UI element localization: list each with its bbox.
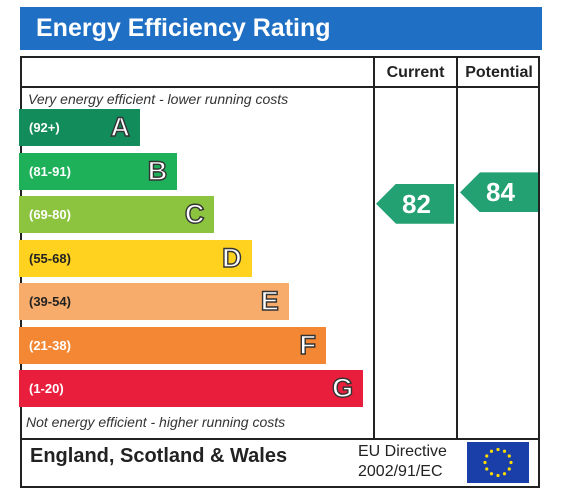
band-letter-label: D xyxy=(221,242,242,273)
column-current-header: Current xyxy=(386,64,445,81)
footer-divider xyxy=(20,438,540,440)
band-range-label: (39-54) xyxy=(29,294,71,309)
bottom-caption: Not energy efficient - higher running co… xyxy=(26,414,286,430)
band-e: (39-54) E xyxy=(19,283,289,320)
eu-star xyxy=(496,447,500,452)
eu-star xyxy=(485,454,489,458)
top-caption: Very energy efficient - lower running co… xyxy=(28,91,289,107)
band-letter-label: E xyxy=(260,285,279,316)
eu-star xyxy=(496,473,500,478)
eu-star xyxy=(507,467,511,471)
eu-star xyxy=(489,449,494,453)
eu-star xyxy=(502,449,507,453)
band-g: (1-20) G xyxy=(19,370,364,407)
band-c: (69-80) C xyxy=(19,196,215,233)
band-f: (21-38) F xyxy=(19,326,326,364)
band-range-label: (1-20) xyxy=(29,381,64,396)
directive-line-1: EU Directive xyxy=(358,443,447,460)
region-label: England, Scotland & Wales xyxy=(30,445,288,467)
band-letter-label: G xyxy=(331,372,354,403)
band-b: (81-91) B xyxy=(19,152,178,190)
band-range-label: (92+) xyxy=(29,120,60,135)
eu-star xyxy=(485,467,489,471)
band-range-label: (55-68) xyxy=(29,250,71,266)
eu-star xyxy=(502,472,507,476)
eu-star xyxy=(489,472,494,476)
eu-star xyxy=(483,460,487,465)
header-divider xyxy=(20,86,540,88)
eu-flag-icon xyxy=(467,442,529,483)
band-letter-label: F xyxy=(299,329,317,360)
band-range-label: (81-91) xyxy=(29,163,71,179)
eu-star xyxy=(507,454,511,458)
band-letter-label: B xyxy=(147,155,168,186)
band-letter-label: A xyxy=(110,111,131,142)
eu-star xyxy=(509,460,513,465)
band-a: (92+) A xyxy=(19,109,140,146)
band-range-label: (69-80) xyxy=(29,207,71,222)
band-letter-label: C xyxy=(184,198,205,229)
divider-current xyxy=(373,56,375,440)
column-potential-header: Potential xyxy=(465,64,533,81)
eu-directive: EU Directive 2002/91/EC xyxy=(358,442,447,482)
band-d: (55-68) D xyxy=(19,239,252,277)
directive-line-2: 2002/91/EC xyxy=(358,463,443,480)
band-range-label: (21-38) xyxy=(29,337,71,353)
chart-title: Energy Efficiency Rating xyxy=(20,7,542,50)
divider-potential xyxy=(456,56,458,440)
